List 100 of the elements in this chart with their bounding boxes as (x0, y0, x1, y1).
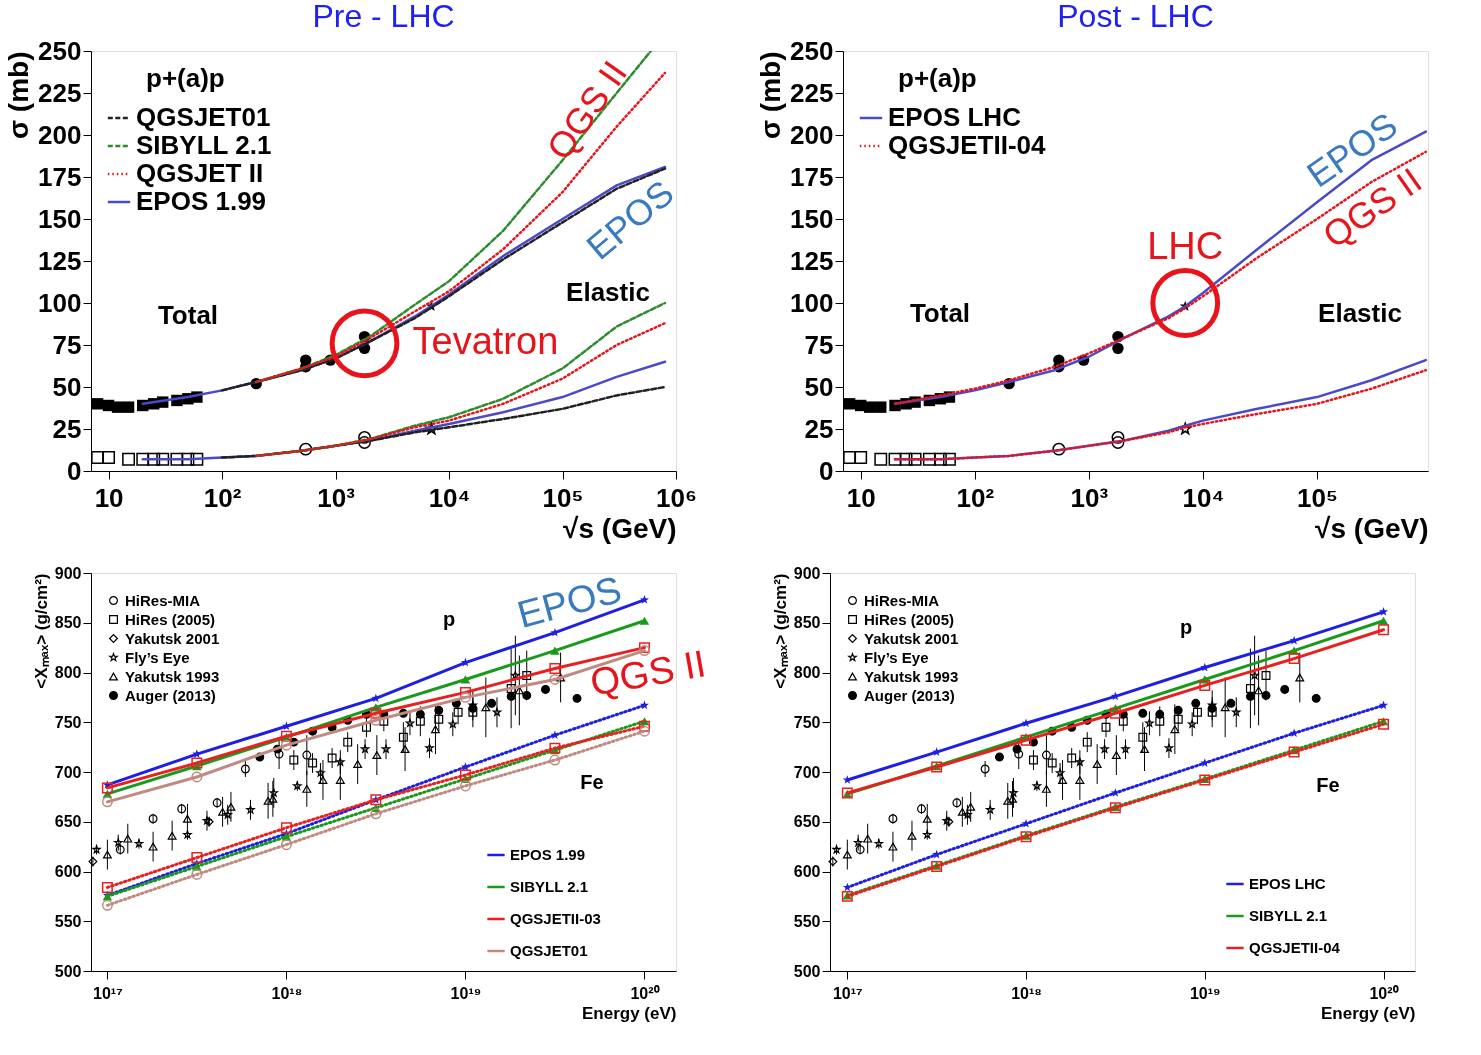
y-tick-label: 700 (793, 763, 821, 781)
x-axis-title: √s (GeV) (1315, 512, 1429, 544)
y-tick-label: 25 (52, 413, 82, 444)
y-tick-label: 750 (54, 713, 82, 731)
x-tick-label: 10⁵ (1296, 482, 1339, 513)
y-tick-label: 650 (793, 813, 821, 831)
y-tick-label: 700 (54, 763, 82, 781)
annotation: LHC (1147, 225, 1224, 267)
y-tick-label: 50 (52, 371, 82, 402)
x-tick-label: 10⁶ (656, 482, 697, 513)
x-axis-title: Energy (eV) (582, 1003, 677, 1023)
legend-label: QGSJET01 (510, 942, 588, 959)
y-tick-label: 800 (54, 664, 82, 681)
x-tick-label: 10⁴ (428, 482, 471, 513)
annotation: p+(a)p (898, 63, 977, 93)
chart-title: Pre - LHC (312, 0, 455, 34)
y-tick-label: 100 (790, 287, 834, 318)
legend-label: Yakutsk 1993 (125, 667, 220, 685)
annotation: EPOS (513, 568, 626, 637)
x-tick-label: 10³ (1070, 482, 1109, 513)
x-tick-label: 10 (94, 482, 124, 513)
legend-label: Yakutsk 2001 (864, 629, 959, 647)
chart-title: Post - LHC (1057, 0, 1214, 34)
x-tick-label: 10¹⁹ (1189, 984, 1221, 1002)
y-tick-label: 850 (793, 614, 821, 632)
y-tick-label: 150 (790, 203, 834, 234)
y-tick-label: 50 (804, 371, 834, 402)
y-tick-label: 200 (38, 119, 82, 150)
x-axis-title: √s (GeV) (563, 512, 677, 544)
y-axis-title: σ (mb) (3, 51, 35, 140)
x-tick-label: 10¹⁷ (832, 984, 863, 1002)
y-tick-label: 100 (38, 287, 82, 318)
y-tick-label: 750 (793, 713, 821, 731)
legend-label: EPOS 1.99 (136, 186, 267, 216)
y-tick-label: 225 (38, 77, 82, 108)
legend-label: EPOS LHC (1249, 875, 1326, 892)
y-tick-label: 75 (52, 329, 82, 360)
annotation: Elastic (1318, 298, 1402, 328)
y-tick-label: 0 (819, 455, 834, 486)
legend-label: QGSJETII-04 (1249, 939, 1341, 956)
y-tick-label: 850 (54, 614, 82, 632)
legend-label: Fly’s Eye (864, 648, 929, 666)
y-tick-label: 175 (790, 161, 834, 192)
x-tick-label: 10⁵ (542, 482, 584, 513)
y-tick-label: 800 (793, 664, 821, 681)
legend-label: HiRes-MIA (125, 591, 201, 609)
legend-label: QGSJET01 (136, 102, 271, 132)
y-tick-label: 900 (54, 564, 82, 582)
legend-label: Auger (2013) (864, 686, 955, 704)
x-tick-label: 10¹⁹ (450, 984, 482, 1002)
x-tick-label: 10¹⁸ (271, 984, 303, 1002)
y-tick-label: 200 (790, 119, 834, 150)
legend-label: HiRes-MIA (864, 591, 940, 609)
legend-label: QGSJET II (136, 158, 264, 188)
y-tick-label: 600 (54, 863, 82, 880)
y-tick-label: 900 (793, 564, 821, 582)
annotation: p (1179, 616, 1193, 638)
legend-label: Yakutsk 2001 (125, 629, 220, 647)
annotation: p+(a)p (146, 63, 225, 93)
x-tick-label: 10³ (317, 482, 356, 513)
y-axis-title: <Xₘₐₓ> (g/cm²) (770, 573, 790, 689)
x-tick-label: 10¹⁸ (1011, 984, 1042, 1002)
legend-label: QGSJETII-04 (888, 130, 1047, 160)
y-tick-label: 550 (793, 912, 821, 930)
x-axis-title: Energy (eV) (1321, 1003, 1416, 1023)
y-tick-label: 125 (790, 245, 834, 276)
legend-label: SIBYLL 2.1 (1249, 907, 1328, 924)
legend-label: Yakutsk 1993 (864, 667, 959, 685)
annotation: Tevatron (412, 320, 559, 363)
y-tick-label: 175 (38, 161, 82, 192)
y-tick-label: 500 (54, 962, 82, 980)
annotation: Total (909, 298, 971, 328)
y-tick-label: 225 (790, 77, 834, 108)
y-tick-label: 250 (790, 35, 834, 66)
legend-label: Auger (2013) (125, 686, 216, 704)
x-tick-label: 10² (956, 482, 995, 513)
x-tick-label: 10⁴ (1182, 482, 1225, 513)
legend-label: SIBYLL 2.1 (510, 878, 589, 895)
y-tick-label: 250 (38, 35, 82, 66)
y-tick-label: 650 (54, 813, 82, 831)
x-tick-label: 10²⁰ (1369, 984, 1399, 1002)
annotation: Fe (580, 771, 604, 793)
y-tick-label: 75 (804, 329, 834, 360)
legend-label: Fly’s Eye (125, 648, 190, 666)
y-axis-title: <Xₘₐₓ> (g/cm²) (31, 573, 51, 689)
y-tick-label: 600 (793, 863, 821, 880)
y-tick-label: 125 (38, 245, 82, 276)
legend-label: QGSJETII-03 (510, 910, 601, 927)
annotation: p (442, 608, 456, 630)
legend-label: EPOS 1.99 (510, 846, 586, 863)
y-tick-label: 500 (793, 962, 821, 980)
x-tick-label: 10² (203, 482, 242, 513)
x-tick-label: 10 (846, 482, 876, 513)
legend-label: HiRes (2005) (125, 610, 216, 628)
annotation: QGS II (587, 642, 709, 704)
x-tick-label: 10¹⁷ (93, 984, 123, 1002)
x-tick-label: 10²⁰ (630, 984, 660, 1002)
y-tick-label: 25 (804, 413, 834, 444)
annotation: Total (157, 300, 219, 330)
legend-label: EPOS LHC (888, 102, 1022, 132)
